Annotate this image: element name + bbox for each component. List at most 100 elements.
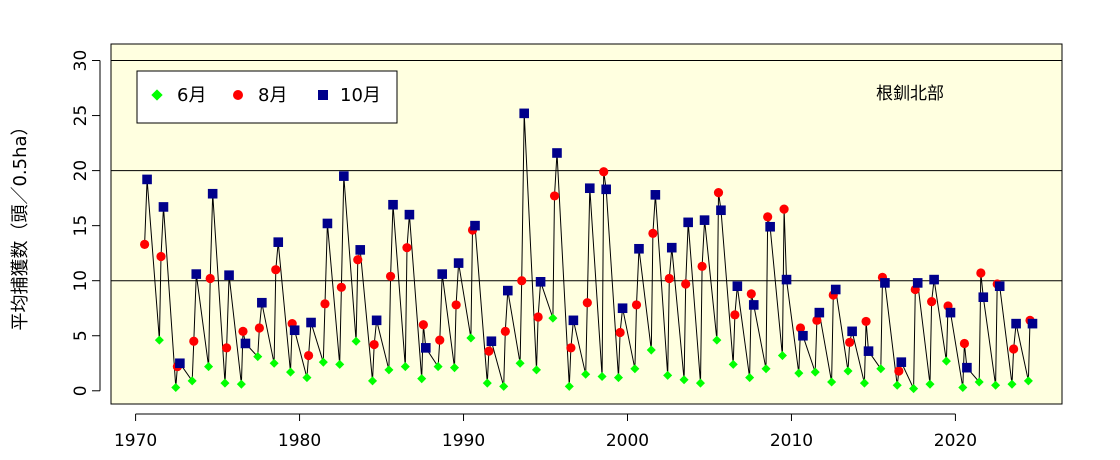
data-point-august bbox=[303, 350, 314, 361]
data-point-october bbox=[732, 281, 743, 292]
data-point-august bbox=[369, 339, 379, 350]
data-point-october bbox=[945, 307, 956, 318]
legend-marker-august bbox=[233, 90, 243, 100]
x-tick-label: 1990 bbox=[442, 431, 485, 451]
data-point-august bbox=[697, 261, 707, 271]
data-point-june bbox=[876, 364, 886, 374]
data-point-october bbox=[502, 285, 513, 296]
x-tick-label: 1970 bbox=[114, 431, 157, 451]
data-point-october bbox=[699, 215, 710, 225]
data-point-august bbox=[484, 346, 494, 356]
data-point-june bbox=[630, 364, 640, 374]
data-point-august bbox=[336, 282, 346, 292]
data-point-june bbox=[958, 382, 968, 393]
legend-label-october: 10月 bbox=[340, 85, 381, 106]
y-axis: 0 5 10 15 20 25 30 bbox=[71, 50, 101, 396]
data-point-august bbox=[451, 300, 461, 310]
data-point-june bbox=[597, 371, 607, 382]
data-point-june bbox=[204, 362, 214, 372]
gridlines bbox=[111, 60, 1062, 282]
legend-label-august: 8月 bbox=[258, 85, 287, 106]
data-point-october bbox=[929, 274, 939, 285]
data-point-august bbox=[730, 310, 740, 320]
data-point-october bbox=[617, 303, 628, 314]
data-point-october bbox=[847, 326, 857, 337]
data-point-june bbox=[531, 365, 542, 375]
data-point-june bbox=[974, 377, 984, 387]
data-point-august bbox=[845, 337, 855, 347]
data-point-august bbox=[205, 273, 215, 284]
data-point-august bbox=[664, 273, 674, 284]
data-point-august bbox=[549, 191, 560, 201]
legend-label-june: 6月 bbox=[177, 85, 206, 106]
data-point-october bbox=[994, 281, 1005, 292]
data-point-august bbox=[763, 212, 773, 222]
data-point-august bbox=[582, 298, 592, 308]
data-point-june bbox=[1007, 379, 1017, 389]
data-point-october bbox=[158, 202, 169, 212]
y-axis-label: 平均捕獲数（頭／0.5ha） bbox=[10, 117, 31, 330]
data-point-october bbox=[601, 184, 611, 195]
data-point-august bbox=[746, 289, 756, 299]
data-point-august bbox=[779, 204, 789, 214]
data-point-june bbox=[892, 380, 902, 390]
data-point-august bbox=[271, 265, 281, 275]
data-point-october bbox=[978, 292, 989, 303]
y-tick-label: 5 bbox=[71, 330, 91, 341]
data-point-august bbox=[648, 228, 658, 238]
data-point-october bbox=[765, 221, 775, 232]
data-point-august bbox=[927, 297, 937, 307]
data-point-october bbox=[880, 278, 890, 288]
data-point-june bbox=[941, 356, 951, 366]
data-point-august bbox=[959, 338, 970, 349]
y-tick-label: 15 bbox=[71, 215, 91, 237]
x-tick-label: 2000 bbox=[606, 431, 649, 451]
data-point-october bbox=[798, 330, 808, 341]
data-point-august bbox=[418, 320, 428, 330]
data-point-june bbox=[564, 381, 574, 391]
data-point-june bbox=[187, 376, 197, 386]
y-tick-label: 10 bbox=[71, 270, 91, 292]
data-point-august bbox=[402, 243, 412, 253]
y-tick-label: 30 bbox=[71, 50, 91, 72]
data-point-june bbox=[220, 378, 230, 388]
data-point-august bbox=[599, 167, 609, 177]
data-point-october bbox=[650, 190, 661, 200]
data-point-october bbox=[896, 357, 907, 367]
data-point-august bbox=[320, 299, 330, 309]
data-point-october bbox=[863, 346, 874, 356]
data-point-october bbox=[339, 171, 349, 181]
data-point-june bbox=[613, 373, 623, 383]
data-point-october bbox=[322, 218, 333, 229]
data-point-august bbox=[435, 335, 445, 345]
data-point-october bbox=[666, 242, 677, 253]
data-point-october bbox=[814, 307, 825, 318]
data-point-june bbox=[761, 364, 771, 374]
data-point-august bbox=[894, 366, 904, 376]
data-point-october bbox=[273, 237, 284, 247]
data-point-october bbox=[634, 243, 644, 254]
data-point-october bbox=[437, 269, 448, 279]
legend-box bbox=[136, 70, 398, 124]
data-point-october bbox=[962, 362, 972, 373]
data-point-october bbox=[535, 276, 546, 287]
data-point-august bbox=[156, 251, 166, 262]
data-point-june bbox=[810, 367, 820, 377]
data-point-october bbox=[306, 317, 316, 328]
data-point-august bbox=[976, 268, 986, 278]
data-point-october bbox=[1027, 318, 1038, 329]
y-tick-label: 0 bbox=[71, 385, 91, 396]
y-tick-label: 20 bbox=[71, 160, 91, 182]
x-tick-label: 1980 bbox=[278, 431, 321, 451]
data-point-october bbox=[912, 278, 923, 288]
data-point-october bbox=[748, 300, 759, 310]
data-point-august bbox=[631, 300, 642, 310]
data-point-october bbox=[716, 205, 726, 216]
data-point-october bbox=[207, 188, 218, 199]
data-point-october bbox=[470, 220, 480, 231]
data-point-october bbox=[224, 270, 234, 280]
data-point-august bbox=[353, 255, 363, 265]
data-point-october bbox=[830, 284, 841, 295]
x-axis: 1970 1980 1990 2000 2010 2020 bbox=[114, 413, 977, 451]
